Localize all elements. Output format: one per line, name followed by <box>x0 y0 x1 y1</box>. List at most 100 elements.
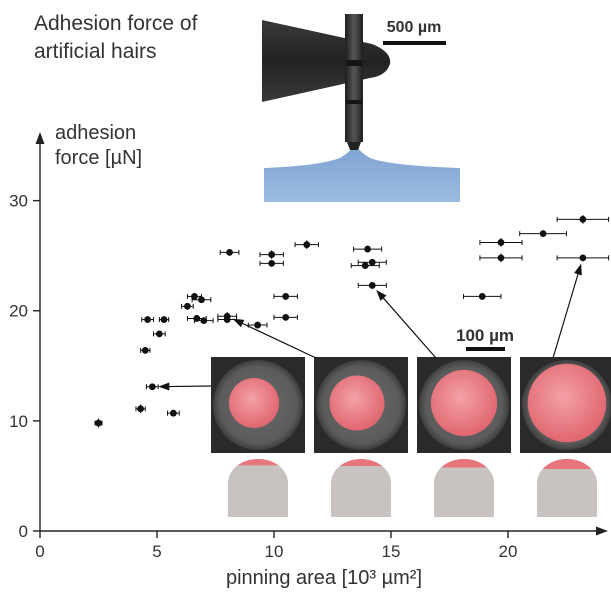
contact-area-1 <box>228 377 280 429</box>
data-point-18 <box>259 250 284 259</box>
data-marker <box>184 302 191 310</box>
hair-schematic-2 <box>331 459 391 517</box>
data-marker <box>579 215 587 223</box>
data-points <box>94 214 610 428</box>
micrograph-panels: 100 µm <box>158 263 611 517</box>
data-point-30 <box>519 230 567 238</box>
data-marker <box>364 245 371 253</box>
data-marker <box>539 230 547 238</box>
x-axis-label: pinning area [10³ µm²] <box>226 567 422 589</box>
data-point-32 <box>556 254 610 262</box>
x-tick-label-10: 10 <box>265 542 284 561</box>
data-point-15 <box>217 316 238 323</box>
data-marker <box>282 293 290 300</box>
data-point-5 <box>140 346 151 354</box>
pointer-arrow-4 <box>552 272 580 359</box>
pointer-arrow-1 <box>167 385 212 388</box>
hair-body <box>331 459 391 517</box>
x-tick-label-0: 0 <box>35 542 44 561</box>
data-marker <box>160 316 168 323</box>
micrograph-4 <box>520 263 611 517</box>
hair-holder <box>262 20 391 102</box>
data-marker <box>144 316 152 323</box>
y-tick-label-10: 10 <box>9 412 28 431</box>
micrograph-3 <box>376 289 511 517</box>
data-marker <box>368 282 376 289</box>
x-tick-label-20: 20 <box>499 542 518 561</box>
y-tick-label-30: 30 <box>9 192 28 211</box>
data-marker <box>268 251 276 258</box>
y-axis-label-line-1: adhesion <box>55 122 136 144</box>
data-marker <box>191 293 198 300</box>
hair-needle <box>345 14 363 142</box>
data-marker <box>169 409 177 417</box>
data-marker <box>478 293 486 300</box>
data-marker <box>579 254 587 262</box>
data-point-20 <box>294 240 319 250</box>
pointer-arrow-3 <box>381 296 437 359</box>
axis-ticks: 0 5 10 15 20 0 10 20 30 <box>9 192 517 561</box>
micrograph-scale-label: 100 µm <box>456 326 514 345</box>
data-point-27 <box>479 238 523 247</box>
data-point-28 <box>479 253 523 263</box>
data-marker <box>254 321 262 329</box>
title-line-1: Adhesion force of <box>34 12 198 35</box>
contact-area-3 <box>430 369 498 437</box>
x-axis-arrow <box>596 526 608 536</box>
data-point-24 <box>357 258 387 266</box>
hair-body <box>434 459 494 517</box>
contact-area-2 <box>329 375 385 431</box>
axes: adhesion force [µN] pinning area [10³ µm… <box>35 122 608 589</box>
y-tick-label-20: 20 <box>9 302 28 321</box>
micrograph-1 <box>158 357 305 517</box>
hair-schematic-1 <box>228 459 288 517</box>
data-marker <box>95 419 102 427</box>
data-marker <box>497 239 505 246</box>
data-point-1 <box>94 418 103 428</box>
x-tick-label-15: 15 <box>382 542 401 561</box>
data-point-2 <box>135 404 146 414</box>
title-line-2: artificial hairs <box>34 40 157 63</box>
data-point-6 <box>152 330 166 338</box>
data-point-16 <box>247 321 268 329</box>
pointer-arrowhead-3 <box>376 289 387 301</box>
data-point-4 <box>145 383 159 391</box>
data-marker <box>361 262 369 269</box>
y-tick-label-0: 0 <box>19 522 28 541</box>
data-marker <box>268 259 276 267</box>
data-marker <box>200 317 208 325</box>
figure-title: Adhesion force of artificial hairs <box>34 10 197 66</box>
micrograph-2 <box>232 318 408 517</box>
data-point-22 <box>273 313 298 321</box>
data-point-13 <box>193 317 214 325</box>
data-marker <box>141 346 149 354</box>
hair-schematic-3 <box>434 459 494 517</box>
data-point-3 <box>167 409 180 417</box>
pointer-arrowhead-2 <box>232 318 245 328</box>
hair-contact-cap <box>542 459 592 470</box>
data-point-11 <box>191 296 212 304</box>
data-point-26 <box>357 282 387 289</box>
data-marker <box>198 296 205 304</box>
hair-contact-cap <box>441 459 487 468</box>
data-point-8 <box>158 316 170 323</box>
pointer-arrow-2 <box>240 322 317 359</box>
data-marker <box>303 241 311 249</box>
pointer-arrowhead-4 <box>574 263 582 276</box>
data-marker <box>368 258 376 266</box>
hair-body <box>537 459 597 517</box>
data-marker <box>137 405 145 413</box>
data-point-19 <box>259 259 284 267</box>
pointer-arrowhead-1 <box>158 382 170 391</box>
data-marker <box>193 315 201 322</box>
data-point-9 <box>181 302 194 310</box>
data-marker <box>497 254 505 262</box>
data-marker <box>282 313 290 321</box>
data-marker <box>223 316 231 323</box>
data-marker <box>155 330 163 338</box>
data-point-29 <box>463 293 502 300</box>
hair-contact-inset: 500 µm <box>262 14 460 202</box>
data-marker <box>148 383 156 391</box>
x-tick-label-5: 5 <box>152 542 161 561</box>
